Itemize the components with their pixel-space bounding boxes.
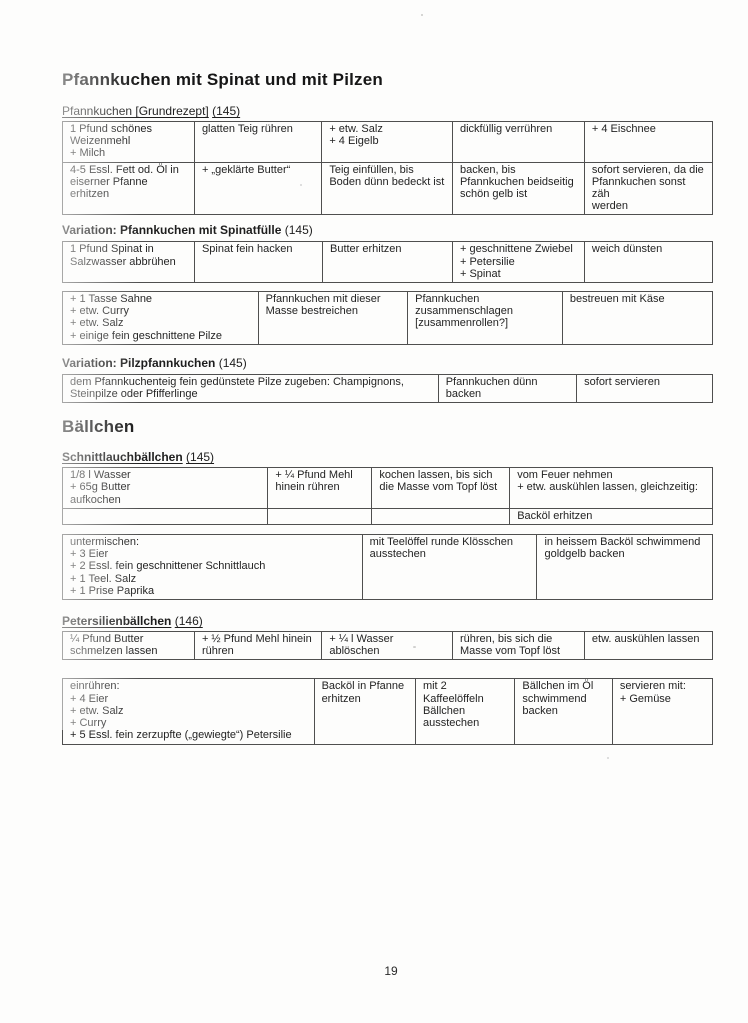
recipe-step-cell: mit Teelöffel runde Klösschen ausstechen	[361, 534, 538, 601]
recipe-step-cell: einrühren: + 4 Eier + etw. Salz + Curry …	[62, 678, 315, 745]
recipe-page-ref: (145)	[212, 104, 241, 118]
recipe-step-cell: + etw. Salz + 4 Eigelb	[321, 121, 453, 163]
recipe-step-cell: rühren, bis sich die Masse vom Topf löst	[451, 631, 585, 661]
recipe-table-row: ¼ Pfund Butter schmelzen lassen + ½ Pfund…	[62, 631, 714, 661]
recipe-table-row: dem Pfannkuchenteig fein gedünstete Pilz…	[62, 373, 713, 404]
recipe-step-cell: + ¼ l Wasser ablöschen	[321, 631, 453, 661]
recipe-label: Variation: Pilzpfannkuchen (145)	[62, 356, 713, 371]
recipe-table: 1 Pfund Spinat in Salzwasser abbrühen Spi…	[62, 241, 714, 284]
page-content: Pfannkuchen mit Spinat und mit Pilzen Pfa…	[61, 70, 714, 745]
recipe-step-cell: servieren mit: + Gemüse	[611, 678, 714, 745]
recipe-name: Petersilienbällchen	[62, 614, 172, 629]
recipe-table-row: 1/8 l Wasser + 65g Butter aufkochen + ¼ P…	[61, 467, 713, 509]
recipe-step-cell: Butter erhitzen	[321, 241, 453, 284]
recipe-step-cell: 1 Pfund Spinat in Salzwasser abbrühen	[62, 241, 195, 284]
recipe-step-cell: bestreuen mit Käse	[561, 291, 714, 345]
page-title: Pfannkuchen mit Spinat und mit Pilzen	[62, 70, 383, 89]
recipe-step-cell: vom Feuer nehmen + etw. auskühlen lassen…	[509, 467, 713, 509]
recipe-step-cell: sofort servieren	[576, 373, 713, 404]
recipe-label: Variation: Pfannkuchen mit Spinatfülle (…	[62, 223, 713, 238]
recipe-step-cell: Teig einfüllen, bis Boden dünn bedeckt i…	[321, 161, 453, 216]
recipe-name: Schnittlauchbällchen	[62, 450, 183, 465]
recipe-table: dem Pfannkuchenteig fein gedünstete Pilz…	[62, 373, 713, 404]
recipe-table-row: untermischen: + 3 Eier + 2 Essl. fein ge…	[62, 534, 713, 601]
recipe-step-cell: Backöl erhitzen	[509, 507, 713, 526]
recipe-step-cell	[61, 507, 269, 526]
recipe-step-cell: + „geklärte Butter“	[193, 161, 323, 216]
scan-speck	[607, 757, 609, 759]
recipe-step-cell: etw. auskühlen lassen	[583, 631, 714, 661]
recipe-name: Variation: Pilzpfannkuchen	[62, 355, 216, 370]
recipe-step-cell: 1 Pfund schönes Weizenmehl + Milch	[62, 121, 195, 163]
recipe-step-cell: backen, bis Pfannkuchen beidseitig schön…	[451, 161, 585, 216]
recipe-step-cell: Pfannkuchen mit dieser Masse bestreichen	[257, 291, 409, 345]
recipe-step-cell: + ½ Pfund Mehl hinein rühren	[193, 631, 323, 661]
recipe-table-row: + 1 Tasse Sahne + etw. Curry + etw. Salz…	[62, 291, 714, 345]
recipe-step-cell: Bällchen im Öl schwimmend backen	[514, 678, 613, 745]
recipe-step-cell: ¼ Pfund Butter schmelzen lassen	[62, 631, 195, 661]
recipe-step-cell: weich dünsten	[583, 241, 714, 284]
recipe-table-row: 1 Pfund Spinat in Salzwasser abbrühen Spi…	[62, 241, 714, 284]
recipe-table-row: 1 Pfund schönes Weizenmehl + Milch glatte…	[62, 121, 714, 163]
recipe-step-cell: kochen lassen, bis sich die Masse vom To…	[371, 467, 511, 509]
recipe-step-cell: + ¼ Pfund Mehl hinein rühren	[267, 467, 373, 509]
recipe-step-cell: Pfannkuchen zusammenschlagen [zusammenro…	[407, 291, 563, 345]
recipe-table-row: Backöl erhitzen	[61, 507, 713, 526]
recipe-step-cell: glatten Teig rühren	[193, 121, 323, 163]
scan-speck	[421, 14, 423, 16]
recipe-step-cell: + 1 Tasse Sahne + etw. Curry + etw. Salz…	[62, 291, 259, 345]
recipe-step-cell: + geschnittene Zwiebel + Petersilie + Sp…	[451, 241, 585, 284]
recipe-step-cell: untermischen: + 3 Eier + 2 Essl. fein ge…	[62, 534, 363, 601]
recipe-table: 1 Pfund schönes Weizenmehl + Milch glatte…	[62, 121, 714, 216]
recipe-step-cell: sofort servieren, da die Pfannkuchen son…	[583, 161, 714, 216]
recipe-table: ¼ Pfund Butter schmelzen lassen + ½ Pfund…	[62, 631, 714, 661]
recipe-table: untermischen: + 3 Eier + 2 Essl. fein ge…	[62, 534, 713, 601]
recipe-label: Pfannkuchen [Grundrezept] (145)	[62, 104, 713, 119]
recipe-table: 1/8 l Wasser + 65g Butter aufkochen + ¼ P…	[61, 467, 713, 526]
recipe-table-row: 4-5 Essl. Fett od. Öl in eiserner Pfanne…	[62, 161, 714, 216]
recipe-label: Petersilienbällchen (146)	[62, 614, 713, 629]
recipe-page-ref: (145)	[186, 450, 215, 465]
recipe-step-cell: in heissem Backöl schwimmend goldgelb ba…	[536, 534, 713, 601]
recipe-label: Schnittlauchbällchen (145)	[62, 450, 713, 465]
recipe-step-cell: 1/8 l Wasser + 65g Butter aufkochen	[61, 467, 269, 509]
recipe-table-row: einrühren: + 4 Eier + etw. Salz + Curry …	[62, 678, 714, 745]
recipe-step-cell: 4-5 Essl. Fett od. Öl in eiserner Pfanne…	[62, 161, 195, 216]
section-heading: Bällchen	[62, 417, 135, 437]
recipe-step-cell: dickfüllig verrühren	[451, 121, 585, 163]
recipe-step-cell	[267, 507, 373, 526]
recipe-step-cell: Backöl in Pfanne erhitzen	[313, 678, 416, 745]
recipe-step-cell: + 4 Eischnee	[583, 121, 714, 163]
recipe-page-ref: (145)	[218, 355, 247, 370]
recipe-step-cell: dem Pfannkuchenteig fein gedünstete Pilz…	[62, 373, 439, 404]
recipe-page-ref: (146)	[174, 614, 203, 629]
recipe-name: Variation: Pfannkuchen mit Spinatfülle	[62, 223, 282, 238]
recipe-name: Pfannkuchen [Grundrezept]	[62, 104, 209, 118]
recipe-page-ref: (145)	[284, 223, 313, 238]
recipe-step-cell: Pfannkuchen dünn backen	[437, 373, 578, 404]
recipe-step-cell: mit 2 Kaffeelöffeln Bällchen ausstechen	[414, 678, 516, 745]
recipe-step-cell: Spinat fein hacken	[193, 241, 323, 284]
recipe-step-cell	[371, 507, 511, 526]
recipe-table: + 1 Tasse Sahne + etw. Curry + etw. Salz…	[62, 291, 714, 345]
recipe-table: einrühren: + 4 Eier + etw. Salz + Curry …	[62, 678, 714, 745]
page-number: 19	[384, 964, 398, 978]
